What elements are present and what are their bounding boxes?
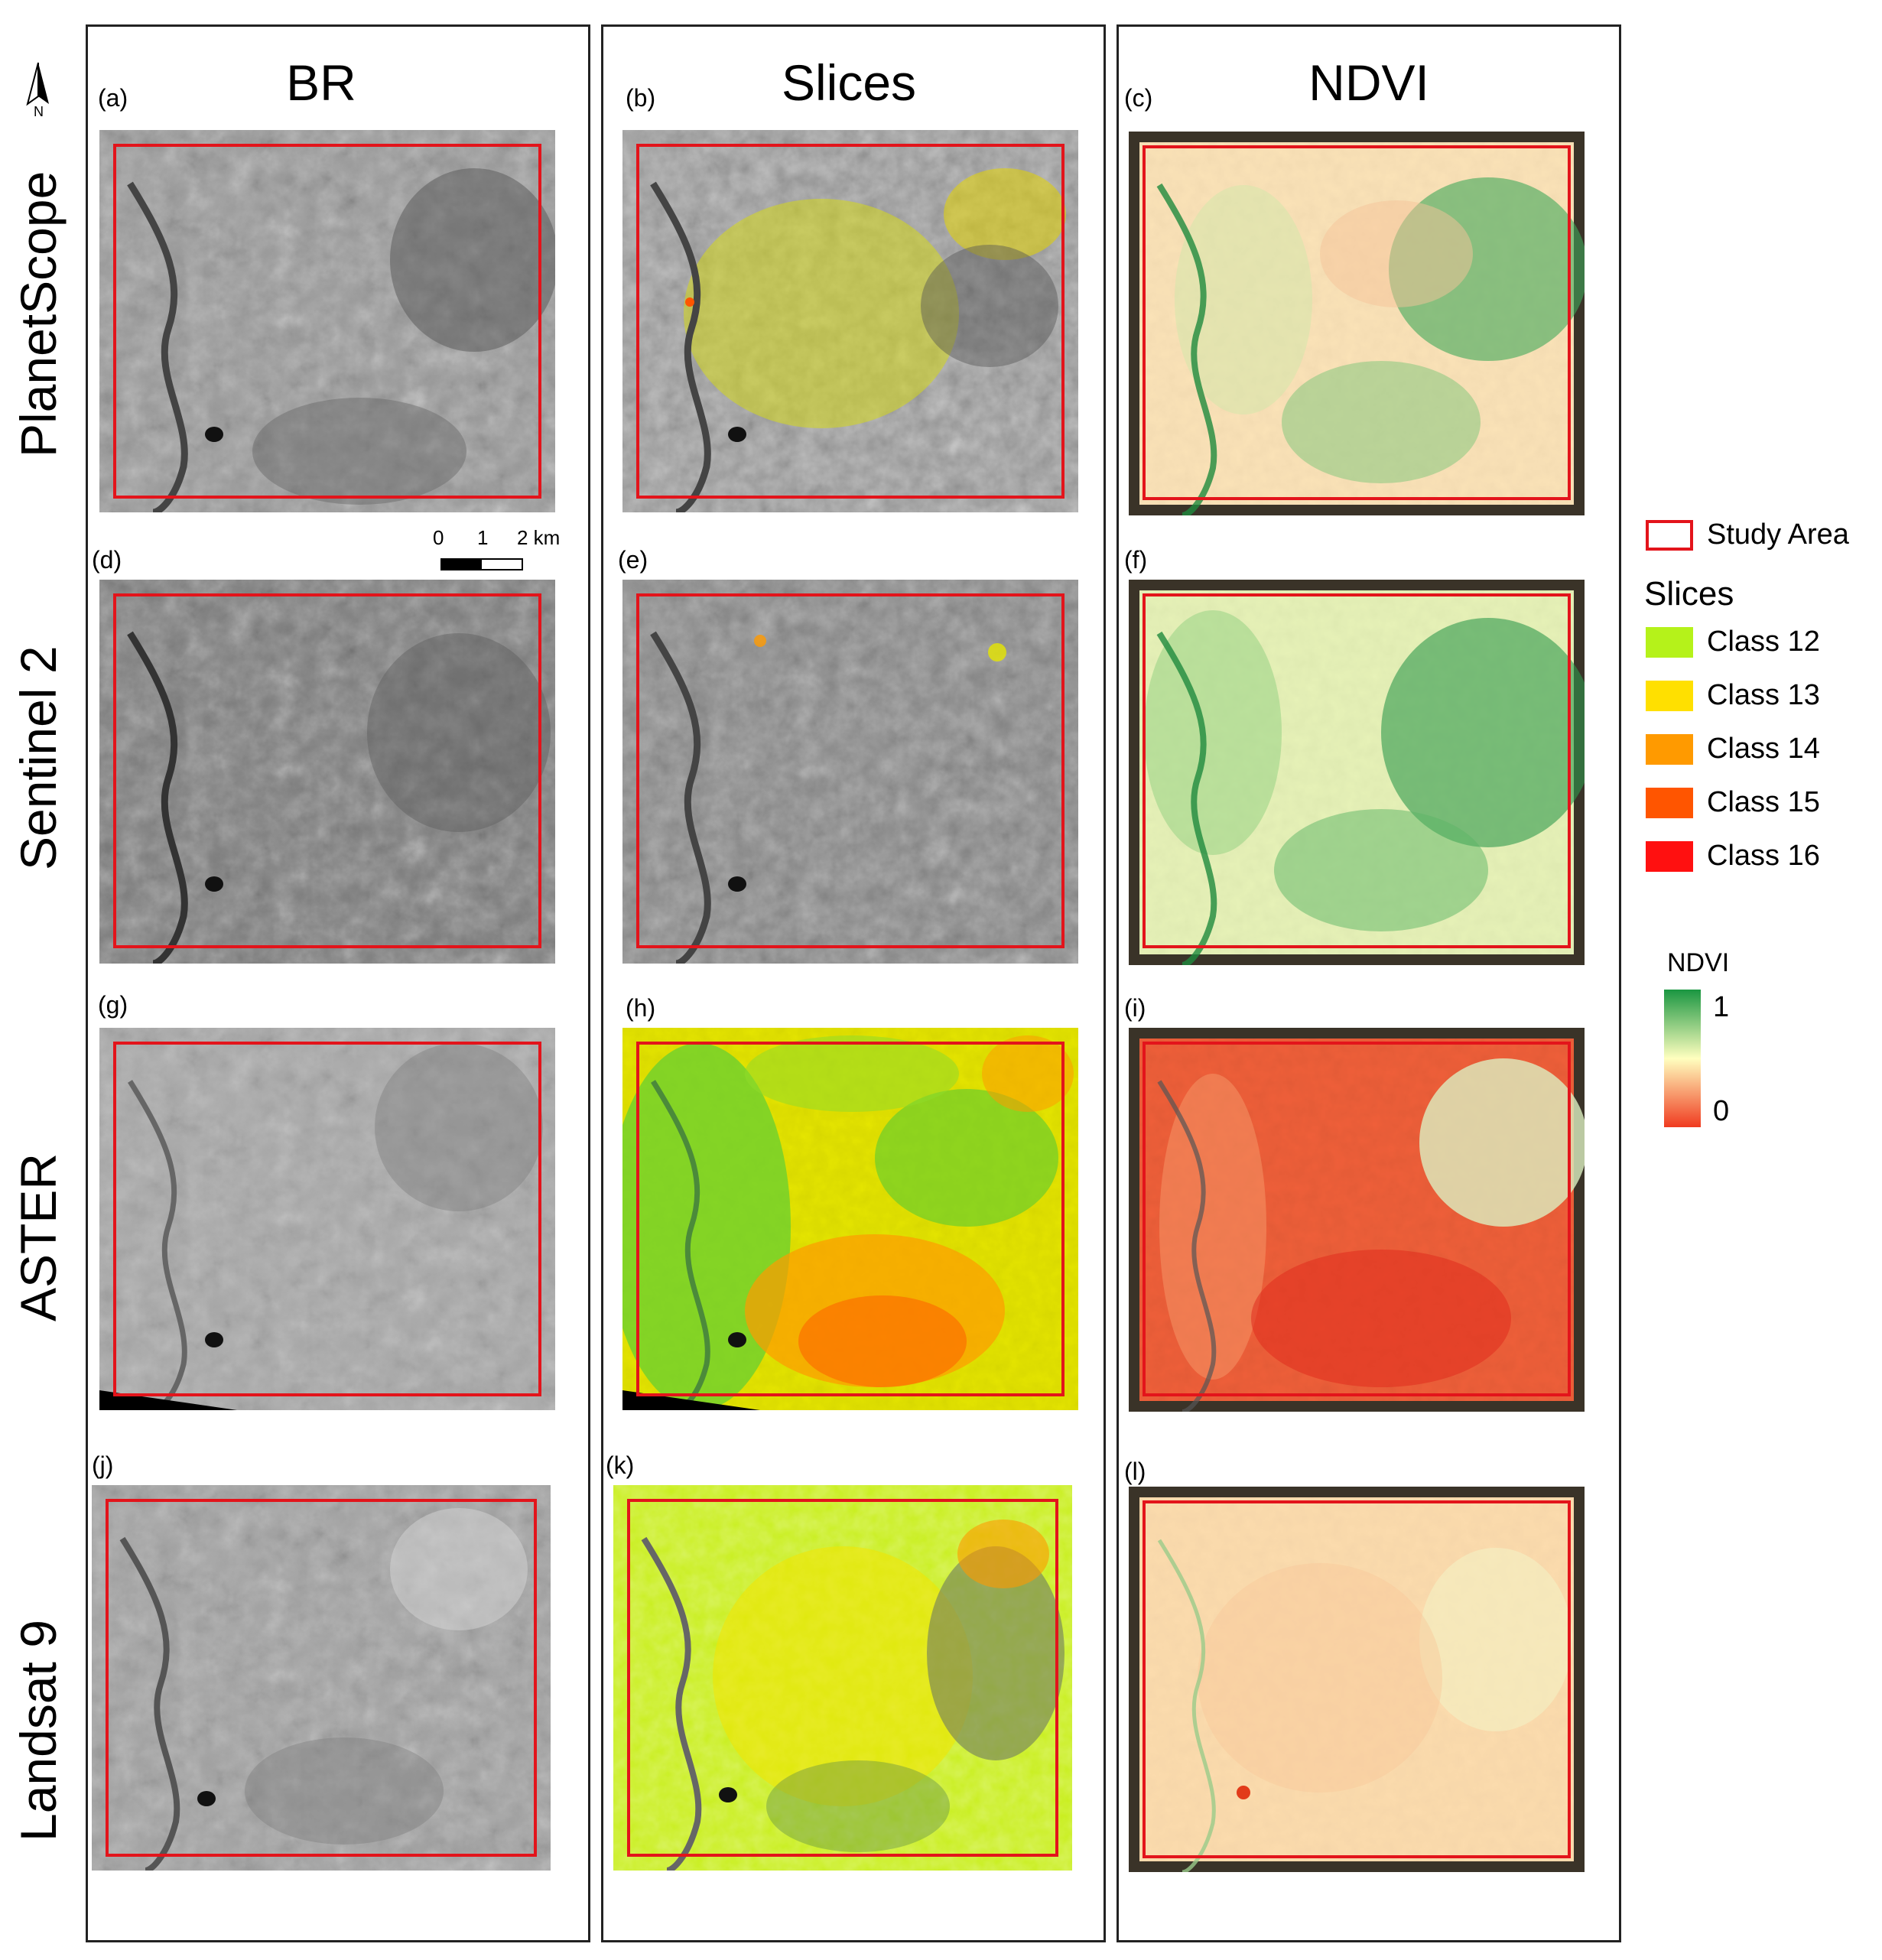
row-label-aster: ASTER [10,1152,67,1321]
legend-ndvi-gradient [1664,990,1701,1127]
study-area-box-d [113,593,541,948]
study-area-box-e [636,593,1065,948]
panel-letter-j: (j) [92,1451,114,1479]
panel-letter-e: (e) [618,546,648,574]
map-aster-ndvi [1129,1028,1585,1412]
panel-letter-c: (c) [1124,84,1153,112]
study-area-box-b [636,144,1065,499]
panel-letter-g: (g) [98,991,128,1019]
legend-ndvi-title: NDVI [1667,948,1730,977]
map-planetscope-ndvi [1129,132,1585,515]
map-sentinel2-slices [622,580,1078,964]
study-area-box-h [636,1042,1065,1396]
study-area-box-i [1143,1042,1571,1396]
study-area-box-g [113,1042,541,1396]
map-aster-br [99,1028,555,1410]
map-aster-slices [622,1028,1078,1410]
map-planetscope-slices [622,130,1078,512]
map-landsat9-br [92,1485,551,1871]
legend-slices-title: Slices [1644,575,1734,613]
legend-class-12-label: Class 12 [1707,626,1820,658]
legend-class-13-label: Class 13 [1707,679,1820,711]
legend-class-12-swatch [1646,627,1693,658]
study-area-box-j [106,1499,537,1857]
column-frame-ndvi [1117,24,1621,1942]
panel-letter-f: (f) [1124,546,1148,574]
panel-letter-i: (i) [1124,994,1146,1022]
legend-study-area-swatch [1646,520,1693,551]
study-area-box-k [627,1499,1058,1857]
map-sentinel2-ndvi [1129,580,1585,965]
panel-letter-b: (b) [626,84,656,112]
legend-class-16-label: Class 16 [1707,840,1820,872]
study-area-box-l [1143,1500,1571,1858]
column-title-br: BR [286,54,356,111]
north-arrow-icon [26,62,49,106]
column-frame-slices [601,24,1106,1942]
scale-bar-tick-2: 2 km [517,526,561,549]
panel-letter-d: (d) [92,546,122,574]
legend-ndvi-min: 0 [1713,1095,1730,1127]
study-area-box-c [1143,145,1571,500]
legend-class-14-label: Class 14 [1707,733,1820,765]
study-area-box-f [1143,593,1571,948]
legend-ndvi-max: 1 [1713,991,1730,1023]
scale-bar [440,558,523,570]
panel-letter-l: (l) [1124,1458,1146,1485]
panel-letter-k: (k) [606,1451,635,1479]
row-label-planetscope: PlanetScope [10,171,67,457]
column-title-ndvi: NDVI [1308,54,1429,111]
panel-letter-h: (h) [626,994,656,1022]
legend-class-16-swatch [1646,841,1693,872]
map-sentinel2-br [99,580,555,964]
legend-class-14-swatch [1646,734,1693,765]
scale-bar-tick-0: 0 [433,526,444,549]
map-landsat9-slices [613,1485,1072,1871]
study-area-box-a [113,144,541,499]
legend-class-15-swatch [1646,788,1693,818]
north-arrow-label: N [34,104,44,119]
legend-class-13-swatch [1646,681,1693,711]
legend-class-15-label: Class 15 [1707,786,1820,818]
map-landsat9-ndvi [1129,1487,1585,1872]
scale-bar-tick-1: 1 [477,526,489,549]
map-planetscope-br [99,130,555,512]
column-title-slices: Slices [781,54,917,111]
legend-study-area-label: Study Area [1707,518,1849,551]
panel-letter-a: (a) [98,84,128,112]
row-label-landsat9: Landsat 9 [10,1620,67,1841]
row-label-sentinel2: Sentinel 2 [10,645,67,870]
column-frame-br [86,24,590,1942]
